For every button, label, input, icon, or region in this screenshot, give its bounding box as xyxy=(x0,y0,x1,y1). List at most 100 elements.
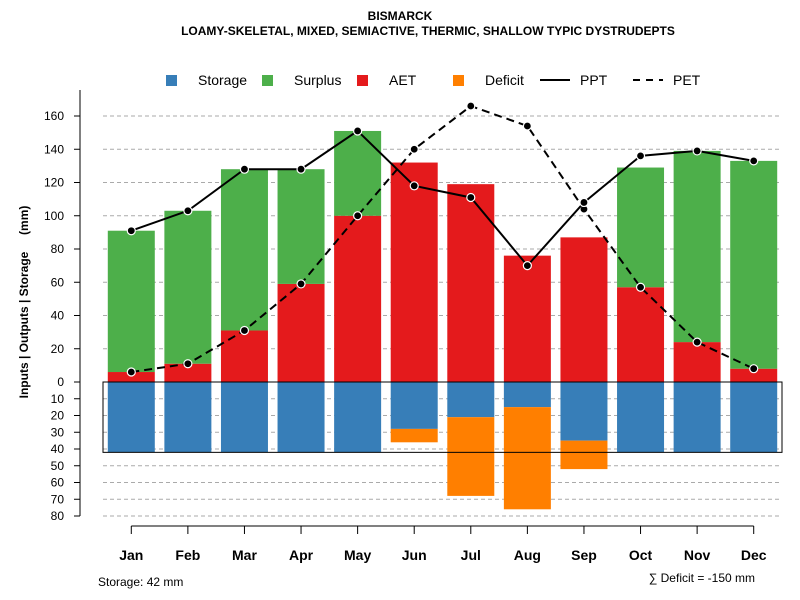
bar-storage xyxy=(730,382,778,453)
legend-swatch-aet xyxy=(357,75,368,86)
gridlines xyxy=(103,115,782,517)
legend-label-aet: AET xyxy=(389,72,417,88)
point-pet xyxy=(749,364,759,374)
legend-label-deficit: Deficit xyxy=(485,72,524,88)
bars xyxy=(102,130,783,510)
point-ppt xyxy=(692,146,702,156)
point-pet xyxy=(239,325,250,336)
y-tick-label: 10 xyxy=(51,392,65,406)
bar-aet xyxy=(164,363,212,382)
point-ppt xyxy=(749,156,759,166)
point-pet xyxy=(183,359,193,369)
bar-aet xyxy=(277,283,325,382)
x-tick-label: Dec xyxy=(741,547,767,563)
y-tick-label: 160 xyxy=(44,109,64,123)
axes: 0 20 40 60 80 100 120 140 160 10 20 30 40 50 60 70 80 Jan… xyxy=(44,90,767,563)
x-tick-label: Nov xyxy=(684,547,711,563)
x-tick-label: Aug xyxy=(514,547,541,563)
y-tick-label: 120 xyxy=(44,176,64,190)
y-tick-label: 80 xyxy=(51,509,65,523)
x-tick-label: Feb xyxy=(175,547,200,563)
bar-aet xyxy=(220,330,268,382)
y-tick-label: 100 xyxy=(44,209,64,223)
bar-storage xyxy=(164,382,212,453)
legend-label-pet: PET xyxy=(673,72,701,88)
legend-label-ppt: PPT xyxy=(580,72,608,88)
bar-surplus xyxy=(277,169,325,284)
point-ppt xyxy=(126,226,136,236)
bar-surplus xyxy=(730,160,778,369)
point-ppt xyxy=(635,151,646,161)
point-ppt xyxy=(183,206,193,216)
bar-storage xyxy=(673,382,721,453)
point-ppt xyxy=(239,164,250,174)
storage-footer: Storage: 42 mm xyxy=(98,575,183,589)
bar-surplus xyxy=(334,130,382,216)
point-ppt xyxy=(296,164,306,174)
point-ppt xyxy=(409,181,419,191)
bar-storage xyxy=(390,382,438,429)
x-tick-label: Jun xyxy=(402,547,427,563)
y-tick-label: 0 xyxy=(57,375,64,389)
bar-deficit xyxy=(390,428,438,443)
bar-surplus xyxy=(164,210,212,364)
bar-surplus xyxy=(617,167,665,288)
bar-aet xyxy=(560,237,608,382)
bar-storage xyxy=(107,382,155,453)
chart-subtitle: LOAMY-SKELETAL, MIXED, SEMIACTIVE, THERM… xyxy=(181,24,675,38)
point-pet xyxy=(353,211,363,221)
legend-swatch-storage xyxy=(166,75,177,86)
bar-storage xyxy=(560,382,608,441)
y-tick-label: 80 xyxy=(51,242,65,256)
bar-surplus xyxy=(220,169,268,331)
bar-surplus xyxy=(673,150,721,343)
bar-surplus xyxy=(107,230,155,373)
y-tick-label: 50 xyxy=(51,459,65,473)
bar-storage xyxy=(447,382,495,418)
y-tick-label: 40 xyxy=(51,442,65,456)
point-pet xyxy=(522,121,532,131)
y-tick-label: 30 xyxy=(51,425,65,439)
x-tick-label: Mar xyxy=(232,547,257,563)
y-tick-label: 20 xyxy=(51,342,65,356)
bar-aet xyxy=(334,215,382,382)
legend: Storage Surplus AET Deficit PPT PET xyxy=(166,72,701,88)
y-tick-label: 140 xyxy=(44,142,64,156)
deficit-footer: ∑ Deficit = -150 mm xyxy=(649,571,755,585)
y-tick-label: 40 xyxy=(51,309,65,323)
point-ppt xyxy=(579,197,589,208)
x-tick-label: Jul xyxy=(461,547,481,563)
x-tick-label: May xyxy=(344,547,371,563)
x-tick-label: Sep xyxy=(571,547,597,563)
y-tick-label: 60 xyxy=(51,476,65,490)
bar-storage xyxy=(220,382,268,453)
point-ppt xyxy=(466,192,476,203)
bar-deficit xyxy=(447,417,495,496)
x-tick-label: Jan xyxy=(119,547,143,563)
bar-deficit xyxy=(503,407,551,510)
bar-aet xyxy=(503,255,551,382)
bar-storage xyxy=(503,382,551,408)
x-tick-label: Oct xyxy=(629,547,653,563)
point-ppt xyxy=(522,261,532,271)
bar-aet xyxy=(390,162,438,382)
y-tick-label: 20 xyxy=(51,409,65,423)
point-pet xyxy=(296,279,306,289)
bar-deficit xyxy=(560,440,608,470)
bar-aet xyxy=(673,342,721,382)
point-pet xyxy=(126,367,136,377)
storage-capacity-box xyxy=(102,381,783,453)
bar-aet xyxy=(107,372,155,382)
lines xyxy=(126,101,759,377)
legend-label-surplus: Surplus xyxy=(294,72,341,88)
y-tick-label: 60 xyxy=(51,275,65,289)
line-ppt xyxy=(130,129,754,268)
point-pet xyxy=(466,101,476,111)
point-pet xyxy=(635,282,646,292)
chart-title: BISMARCK xyxy=(368,9,433,23)
bar-storage xyxy=(334,382,382,453)
line-pet xyxy=(131,104,755,374)
bar-aet xyxy=(447,184,495,382)
legend-swatch-surplus xyxy=(262,75,273,86)
